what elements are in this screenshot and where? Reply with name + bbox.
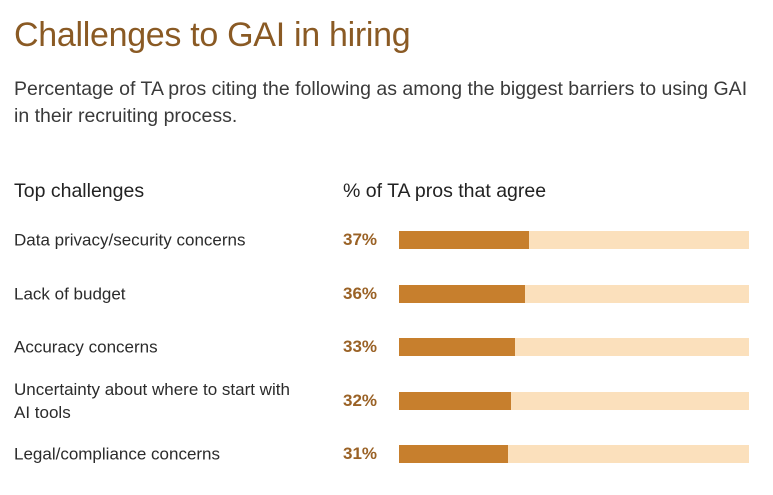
bar-row: Legal/compliance concerns 31% bbox=[0, 434, 773, 474]
bar bbox=[399, 231, 529, 249]
value-label: 32% bbox=[343, 391, 378, 410]
value-label: 33% bbox=[343, 337, 378, 356]
bar-row: Lack of budget 36% bbox=[0, 274, 773, 314]
bar-track bbox=[399, 338, 749, 356]
bar bbox=[399, 338, 515, 356]
bar-track bbox=[399, 231, 749, 249]
category-label: Accuracy concerns bbox=[14, 337, 158, 357]
bar bbox=[399, 392, 511, 410]
chart-title: Challenges to GAI in hiring bbox=[14, 16, 411, 54]
bar-row: Data privacy/security concerns 37% bbox=[0, 220, 773, 260]
bar-track bbox=[399, 392, 749, 410]
value-label: 36% bbox=[343, 284, 378, 303]
value-label: 37% bbox=[343, 230, 378, 249]
category-label: Uncertainty about where to start with AI… bbox=[14, 380, 290, 422]
column-header-challenges: Top challenges bbox=[14, 180, 145, 202]
bar-track bbox=[399, 285, 749, 303]
category-label: Legal/compliance concerns bbox=[14, 444, 221, 464]
bar bbox=[399, 285, 525, 303]
category-label: Lack of budget bbox=[14, 284, 126, 304]
bar-row: Uncertainty about where to start with AI… bbox=[0, 380, 773, 422]
category-label: Data privacy/security concerns bbox=[14, 230, 246, 250]
chart-subtitle: Percentage of TA pros citing the followi… bbox=[14, 78, 748, 127]
value-label: 31% bbox=[343, 444, 378, 463]
bar-row: Accuracy concerns 33% bbox=[0, 327, 773, 367]
bar-track bbox=[399, 445, 749, 463]
bar bbox=[399, 445, 508, 463]
column-header-percent: % of TA pros that agree bbox=[343, 180, 547, 202]
